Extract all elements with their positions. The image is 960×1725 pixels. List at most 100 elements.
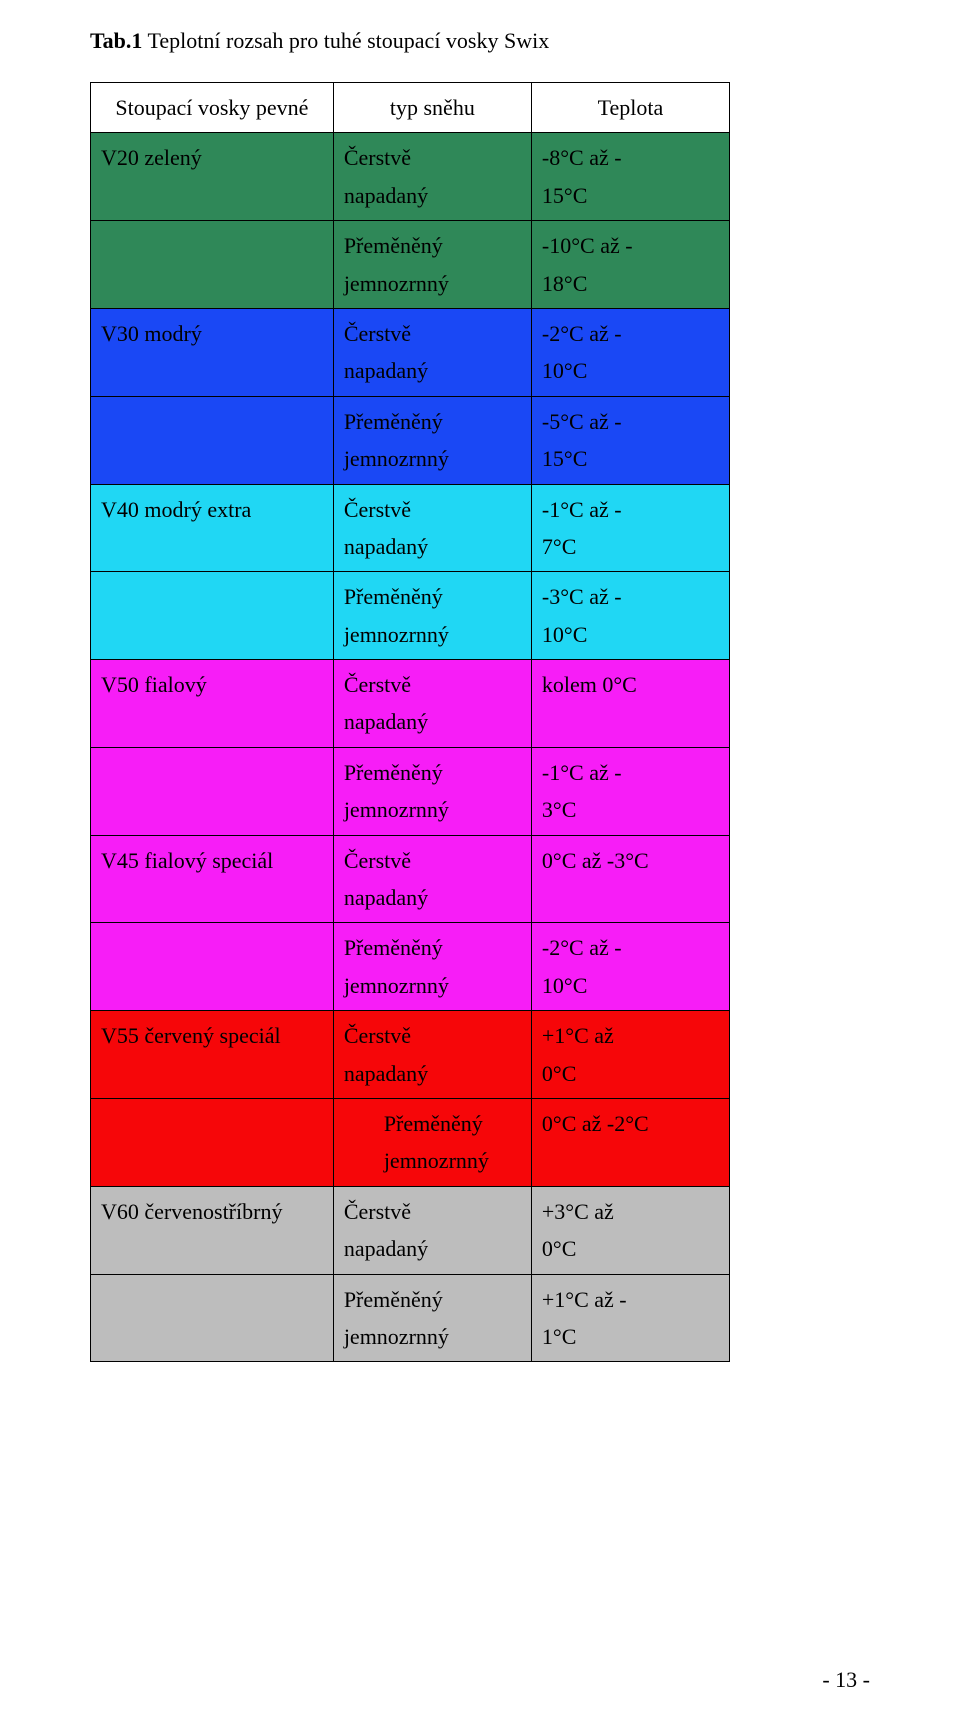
snow-line-1: Čerstvě <box>344 315 521 352</box>
snow-line-2: napadaný <box>344 177 521 214</box>
cell-wax-name: V45 fialový speciál <box>91 835 334 923</box>
temp-line-1: -8°C až - <box>542 139 719 176</box>
cell-wax-name <box>91 221 334 309</box>
snow-line-2: napadaný <box>344 1230 521 1267</box>
cell-temperature: 0°C až -2°C <box>531 1098 729 1186</box>
cell-temperature: -2°C až -10°C <box>531 923 729 1011</box>
temp-line-2: 10°C <box>542 967 719 1004</box>
cell-snow-type: Přeměněnýjemnozrnný <box>333 923 531 1011</box>
cell-wax-name <box>91 1098 334 1186</box>
table-row: V30 modrýČerstvěnapadaný-2°C až -10°C <box>91 308 730 396</box>
cell-snow-type: Přeměněnýjemnozrnný <box>333 396 531 484</box>
cell-temperature: -5°C až -15°C <box>531 396 729 484</box>
temp-line-2: 15°C <box>542 440 719 477</box>
wax-name-label: V55 červený speciál <box>101 1017 323 1054</box>
snow-line-2: napadaný <box>344 879 521 916</box>
temp-line-1: -5°C až - <box>542 403 719 440</box>
snow-line-1: Čerstvě <box>344 666 521 703</box>
cell-snow-type: Přeměněnýjemnozrnný <box>333 1098 531 1186</box>
snow-line-2: jemnozrnný <box>344 791 521 828</box>
table-row: V60 červenostříbrný Čerstvěnapadaný +3°C a… <box>91 1186 730 1274</box>
table-row: Přeměněnýjemnozrnný 0°C až -2°C <box>91 1098 730 1186</box>
header-col-1: Stoupací vosky pevné <box>91 83 334 133</box>
snow-line-2: napadaný <box>344 703 521 740</box>
cell-wax-name <box>91 747 334 835</box>
table-row: V55 červený speciál Čerstvěnapadaný +1°C a… <box>91 1011 730 1099</box>
wax-name-label: V60 červenostříbrný <box>101 1193 323 1230</box>
header-col-2: typ sněhu <box>333 83 531 133</box>
snow-line-2: napadaný <box>344 1055 521 1092</box>
table-row: V20 zelený Čerstvěnapadaný -8°C až -15°C <box>91 133 730 221</box>
snow-line-2: jemnozrnný <box>344 1142 521 1179</box>
snow-line-1: Čerstvě <box>344 1193 521 1230</box>
snow-line-1: Čerstvě <box>344 1017 521 1054</box>
cell-snow-type: Čerstvěnapadaný <box>333 660 531 748</box>
cell-temperature: 0°C až -3°C <box>531 835 729 923</box>
snow-line-2: jemnozrnný <box>344 967 521 1004</box>
cell-wax-name: V55 červený speciál <box>91 1011 334 1099</box>
table-row: V45 fialový speciálČerstvěnapadaný0°C až… <box>91 835 730 923</box>
cell-temperature: -2°C až -10°C <box>531 308 729 396</box>
snow-line-1: Přeměněný <box>344 1105 521 1142</box>
table-row: Přeměněnýjemnozrnný-3°C až -10°C <box>91 572 730 660</box>
temp-line-2: 0°C <box>542 1230 719 1267</box>
wax-table: Stoupací vosky pevné typ sněhu Teplota V… <box>90 82 730 1362</box>
page: Tab.1 Teplotní rozsah pro tuhé stoupací … <box>0 0 960 1725</box>
cell-snow-type: Přeměněnýjemnozrnný <box>333 221 531 309</box>
cell-snow-type: Přeměněnýjemnozrnný <box>333 1274 531 1362</box>
cell-snow-type: Čerstvěnapadaný <box>333 1011 531 1099</box>
temp-line-2: 7°C <box>542 528 719 565</box>
temp-line-1: -10°C až - <box>542 227 719 264</box>
temp-line-1: +3°C až <box>542 1193 719 1230</box>
cell-snow-type: Čerstvěnapadaný <box>333 308 531 396</box>
temp-line-2: 1°C <box>542 1318 719 1355</box>
caption-label: Tab.1 <box>90 28 142 53</box>
wax-name-label: V50 fialový <box>101 666 323 703</box>
snow-line-2: jemnozrnný <box>344 1318 521 1355</box>
temp-line-1: kolem 0°C <box>542 666 719 703</box>
caption-text: Teplotní rozsah pro tuhé stoupací vosky … <box>142 28 549 53</box>
table-row: Přeměněnýjemnozrnný-10°C až -18°C <box>91 221 730 309</box>
snow-line-1: Čerstvě <box>344 139 521 176</box>
cell-wax-name <box>91 923 334 1011</box>
snow-line-2: jemnozrnný <box>344 440 521 477</box>
snow-line-1: Přeměněný <box>344 754 521 791</box>
temp-line-1: -2°C až - <box>542 929 719 966</box>
snow-line-1: Přeměněný <box>344 1281 521 1318</box>
cell-snow-type: Čerstvěnapadaný <box>333 1186 531 1274</box>
cell-wax-name: V60 červenostříbrný <box>91 1186 334 1274</box>
cell-wax-name <box>91 572 334 660</box>
temp-line-2: 3°C <box>542 791 719 828</box>
cell-snow-type: Přeměněnýjemnozrnný <box>333 572 531 660</box>
temp-line-1: +1°C až <box>542 1017 719 1054</box>
table-row: Přeměněnýjemnozrnný-2°C až -10°C <box>91 923 730 1011</box>
table-header-row: Stoupací vosky pevné typ sněhu Teplota <box>91 83 730 133</box>
snow-line-1: Přeměněný <box>344 403 521 440</box>
cell-snow-type: Čerstvěnapadaný <box>333 835 531 923</box>
temp-line-1: -3°C až - <box>542 578 719 615</box>
table-row: V40 modrý extraČerstvěnapadaný-1°C až -7… <box>91 484 730 572</box>
temp-line-1: -2°C až - <box>542 315 719 352</box>
table-row: Přeměněnýjemnozrnný+1°C až -1°C <box>91 1274 730 1362</box>
cell-wax-name: V40 modrý extra <box>91 484 334 572</box>
temp-line-2: 0°C <box>542 1055 719 1092</box>
snow-line-1: Přeměněný <box>344 578 521 615</box>
table-row: Přeměněnýjemnozrnný-5°C až -15°C <box>91 396 730 484</box>
snow-line-2: napadaný <box>344 352 521 389</box>
temp-line-2: 10°C <box>542 352 719 389</box>
temp-line-2: 15°C <box>542 177 719 214</box>
temp-line-1: 0°C až -2°C <box>542 1105 719 1142</box>
header-col-3: Teplota <box>531 83 729 133</box>
cell-temperature: -10°C až -18°C <box>531 221 729 309</box>
cell-snow-type: Přeměněnýjemnozrnný <box>333 747 531 835</box>
cell-wax-name: V50 fialový <box>91 660 334 748</box>
temp-line-1: -1°C až - <box>542 754 719 791</box>
wax-name-label: V40 modrý extra <box>101 491 323 528</box>
temp-line-1: -1°C až - <box>542 491 719 528</box>
cell-wax-name: V20 zelený <box>91 133 334 221</box>
table-caption: Tab.1 Teplotní rozsah pro tuhé stoupací … <box>90 28 870 54</box>
temp-line-2: 18°C <box>542 265 719 302</box>
cell-wax-name <box>91 396 334 484</box>
snow-line-1: Přeměněný <box>344 929 521 966</box>
snow-line-2: jemnozrnný <box>344 265 521 302</box>
